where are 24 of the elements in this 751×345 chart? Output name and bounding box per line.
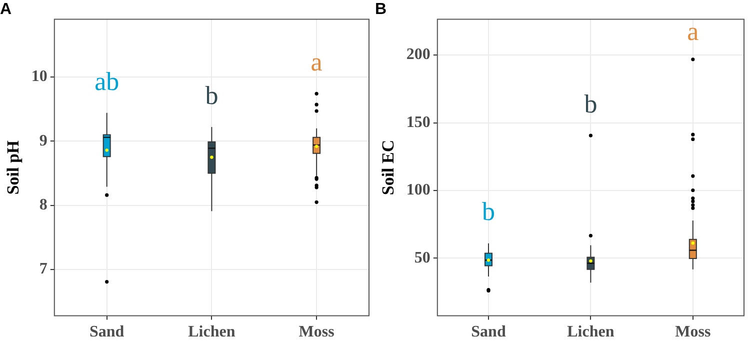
y-tick-label: 7	[39, 260, 48, 278]
y-tick-label: 200	[406, 46, 430, 64]
x-tick-label: Moss	[298, 324, 334, 341]
y-tick-label: 100	[406, 182, 430, 199]
x-tick-label: Sand	[89, 324, 124, 341]
y-tick-label: 50	[414, 249, 430, 266]
y-tick-label: 9	[39, 132, 48, 150]
annotation: b	[584, 89, 598, 118]
y-axis-title: Soil pH	[4, 140, 23, 195]
annotation: a	[310, 48, 323, 76]
y-tick-label: 150	[406, 114, 430, 131]
x-tick-label: Moss	[675, 324, 711, 341]
y-axis-title: Soil EC	[378, 140, 398, 196]
chart-title: A	[0, 1, 12, 18]
x-tick-label: Lichen	[567, 324, 614, 341]
annotation: b	[482, 197, 495, 226]
y-tick-label: 10	[31, 68, 48, 86]
chart-title: B	[375, 1, 387, 18]
y-tick-label: 8	[39, 196, 48, 214]
x-tick-label: Lichen	[188, 324, 236, 341]
annotation: b	[205, 80, 218, 110]
annotation: a	[687, 17, 700, 46]
annotation: ab	[94, 66, 120, 96]
x-tick-label: Sand	[471, 324, 506, 341]
